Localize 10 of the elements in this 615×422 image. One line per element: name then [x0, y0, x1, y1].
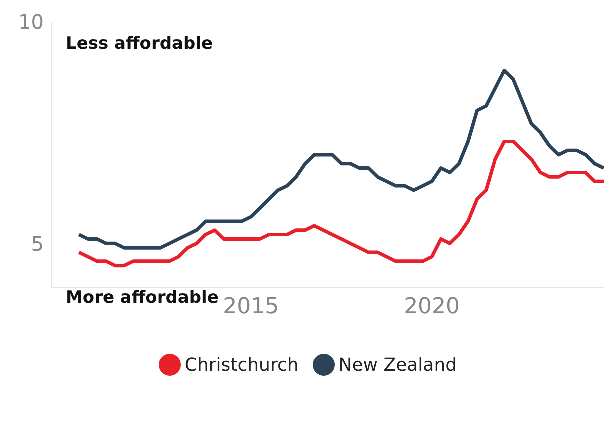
legend-label: Christchurch: [184, 354, 299, 376]
annotation: More affordable: [66, 288, 219, 308]
line-series: [77, 140, 604, 268]
legend-label: New Zealand: [338, 354, 458, 376]
annotation: Less affordable: [66, 34, 213, 54]
x-tick-label: 2015: [223, 294, 280, 320]
line-series: [77, 69, 604, 250]
x-tick-label: 2020: [404, 294, 460, 320]
y-tick-label: 10: [18, 10, 44, 34]
y-tick-label: 5: [31, 232, 44, 256]
